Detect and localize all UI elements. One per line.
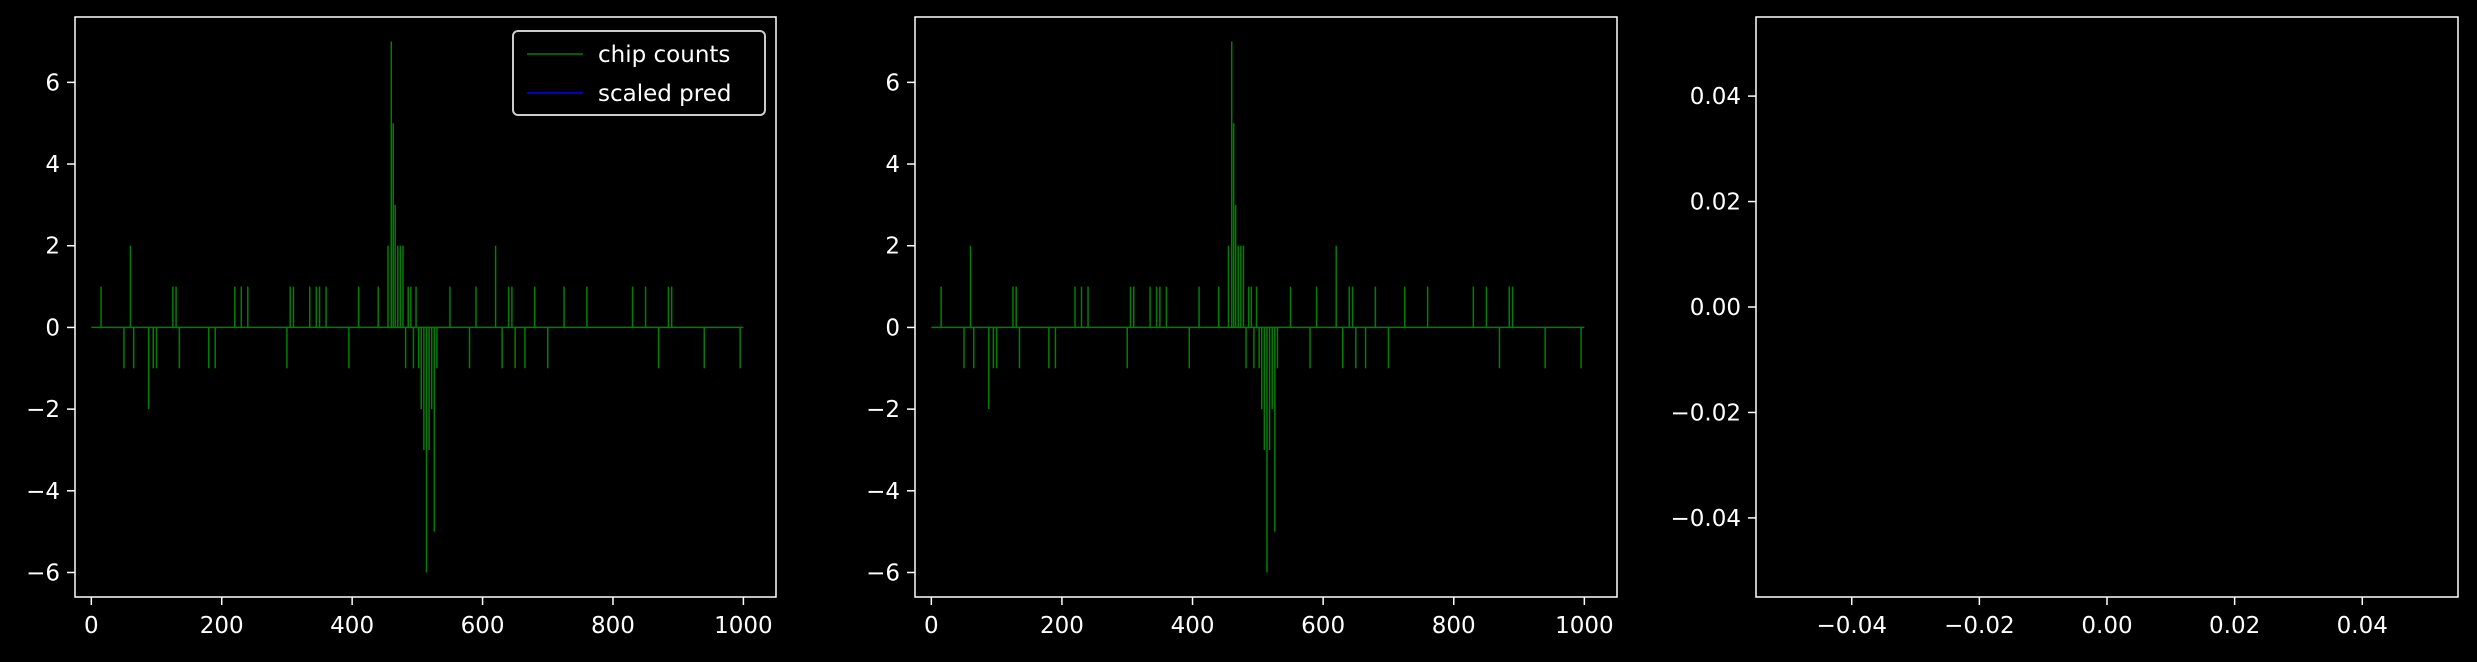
x-tick-label: 1000: [714, 613, 773, 639]
legend-label-scaled-pred: scaled pred: [598, 81, 731, 107]
axes-frame: [74, 16, 777, 598]
x-tick-label: 400: [1171, 613, 1215, 639]
y-tick-label: −2: [866, 397, 900, 423]
x-tick-label: 800: [591, 613, 635, 639]
legend: chip counts scaled pred: [512, 30, 766, 116]
y-tick-label: 6: [45, 70, 60, 96]
x-tick-label: 200: [200, 613, 244, 639]
chart-panel-1: 0 200 400 600 800 1000 6 4 2 0 −2 −4 −6: [26, 16, 777, 639]
y-tick-label: −6: [866, 560, 900, 586]
x-tick-label: 200: [1040, 613, 1084, 639]
legend-label-chip-counts: chip counts: [598, 42, 730, 68]
x-tick-label: 0: [924, 613, 939, 639]
y-tick-label: 0.04: [1690, 84, 1741, 110]
x-tick-label: 600: [1301, 613, 1345, 639]
y-tick-label: 2: [45, 234, 60, 260]
y-tick-label: 0: [885, 315, 900, 341]
x-tick-label: 400: [330, 613, 374, 639]
y-tick-label: 0.00: [1690, 295, 1741, 321]
x-tick-label: 0: [84, 613, 99, 639]
y-tick-label: −6: [26, 560, 60, 586]
y-tick-label: 6: [885, 70, 900, 96]
y-tick-label: 0.02: [1690, 190, 1741, 216]
x-tick-label: 1000: [1555, 613, 1614, 639]
chart-panel-3: −0.04 −0.02 0.00 0.02 0.04 0.04 0.02 0.00 −0.02 −…: [1671, 16, 2459, 639]
chart-panel-2: 0 200 400 600 800 1000 6 4 2 0 −2 −4 −6: [866, 16, 1618, 639]
y-tick-label: −2: [26, 397, 60, 423]
y-tick-label: −0.04: [1671, 506, 1741, 532]
y-tick-label: 4: [45, 152, 60, 178]
y-tick-label: −4: [866, 479, 900, 505]
x-tick-label: −0.02: [1944, 613, 2014, 639]
x-tick-label: −0.04: [1816, 613, 1886, 639]
y-tick-label: −0.02: [1671, 400, 1741, 426]
x-tick-label: 800: [1432, 613, 1476, 639]
x-tick-label: 0.02: [2209, 613, 2260, 639]
y-tick-label: 4: [885, 152, 900, 178]
x-tick-label: 600: [461, 613, 505, 639]
axes-frame: [914, 16, 1618, 598]
y-tick-label: 2: [885, 234, 900, 260]
y-tick-label: −4: [26, 479, 60, 505]
legend-frame: [512, 30, 766, 116]
y-tick-label: 0: [45, 315, 60, 341]
x-tick-label: 0.04: [2337, 613, 2388, 639]
x-tick-label: 0.00: [2081, 613, 2132, 639]
